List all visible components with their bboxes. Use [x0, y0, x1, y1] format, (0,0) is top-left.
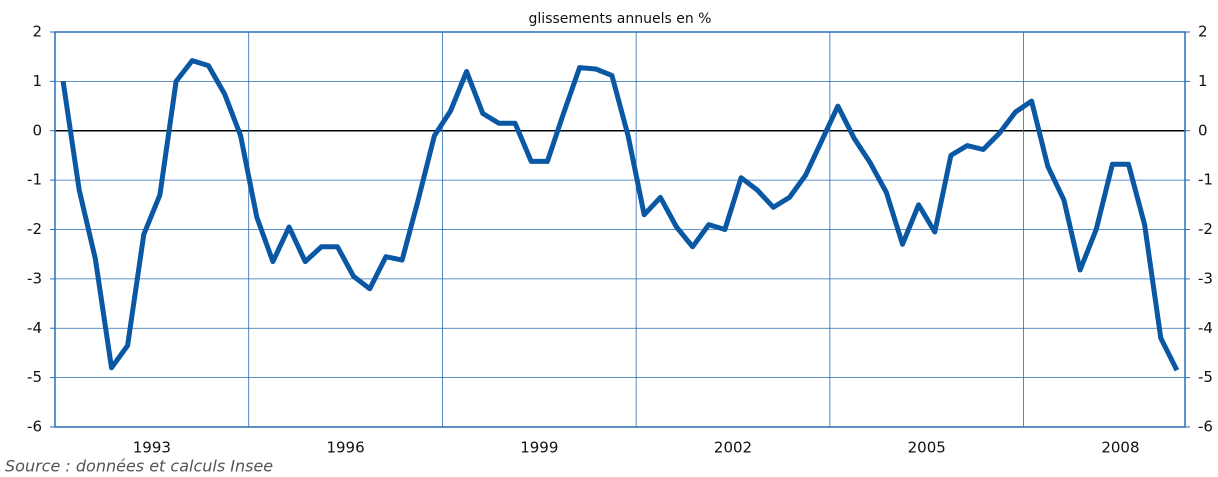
- y-tick-label: -1: [27, 171, 42, 189]
- y-tick-label: 0: [32, 121, 42, 139]
- y-tick-label: -5: [1198, 368, 1213, 386]
- y-tick-label: -4: [1198, 319, 1213, 337]
- y-tick-label: 0: [1198, 121, 1208, 139]
- y-tick-label: -6: [27, 418, 42, 436]
- x-tick-label: 2002: [714, 439, 752, 457]
- y-tick-label: -2: [27, 220, 42, 238]
- source-note: Source : données et calculs Insee: [5, 457, 273, 476]
- x-tick-label: 2008: [1101, 439, 1139, 457]
- y-tick-label: -3: [1198, 269, 1213, 287]
- data-line: [60, 58, 1180, 372]
- plot-frame: [54, 31, 1186, 428]
- y-tick-label: -4: [27, 319, 42, 337]
- y-tick-label: 1: [32, 72, 42, 90]
- y-tick-label: -6: [1198, 418, 1213, 436]
- y-tick-label: 2: [32, 23, 42, 41]
- y-tick-label: -3: [27, 269, 42, 287]
- y-tick-label: 2: [1198, 23, 1208, 41]
- x-tick-label: 1993: [133, 439, 171, 457]
- y-tick-label: -2: [1198, 220, 1213, 238]
- x-tick-label: 2005: [908, 439, 946, 457]
- y-tick-label: -5: [27, 368, 42, 386]
- y-tick-label: -1: [1198, 171, 1213, 189]
- y-tick-label: 1: [1198, 72, 1208, 90]
- x-tick-label: 1999: [520, 439, 558, 457]
- chart-title: glissements annuels en %: [529, 11, 712, 27]
- x-tick-label: 1996: [326, 439, 364, 457]
